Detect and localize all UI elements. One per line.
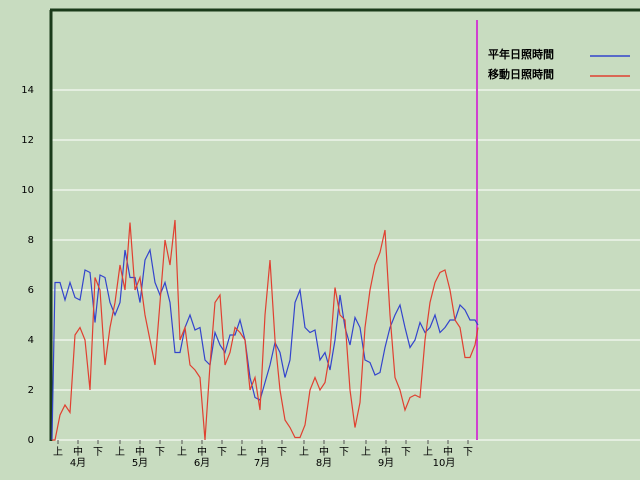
legend: 平年日照時間 移動日照時間 [488, 47, 630, 81]
x-tick-label: 下 [463, 447, 473, 458]
y-tick-label: 6 [28, 285, 34, 296]
x-tick-label: 上 [177, 446, 187, 458]
x-tick-label: 中 [319, 445, 329, 458]
y-tick-label: 0 [28, 435, 34, 446]
x-tick-label: 中 [257, 445, 267, 458]
x-tick-label: 下 [93, 447, 103, 458]
x-tick-label: 下 [401, 447, 411, 458]
y-tick-label: 14 [21, 85, 34, 96]
x-tick-label: 上 [361, 446, 371, 458]
series-line [52, 219, 479, 441]
month-label: 9月 [378, 457, 394, 469]
month-label: 8月 [316, 457, 332, 469]
legend-label: 移動日照時間 [488, 67, 554, 81]
y-tick-label: 4 [28, 335, 34, 346]
x-tick-label: 下 [339, 447, 349, 458]
x-tick-label: 下 [277, 447, 287, 458]
x-tick-label: 上 [53, 446, 63, 458]
month-label: 10月 [433, 457, 456, 469]
x-tick-label: 上 [423, 446, 433, 458]
month-label: 5月 [132, 457, 148, 469]
x-tick-label: 上 [299, 446, 309, 458]
y-tick-label: 10 [21, 185, 34, 196]
y-tick-label: 8 [28, 235, 34, 246]
x-tick-label: 中 [381, 445, 391, 458]
legend-label: 平年日照時間 [488, 47, 554, 61]
x-tick-label: 上 [237, 446, 247, 458]
x-tick-label: 中 [135, 445, 145, 458]
y-tick-label: 12 [21, 135, 34, 146]
x-tick-label: 下 [217, 447, 227, 458]
month-label: 4月 [70, 457, 86, 469]
x-tick-label: 中 [197, 445, 207, 458]
x-tick-label: 上 [115, 446, 125, 458]
month-label: 7月 [254, 457, 270, 469]
month-label: 6月 [194, 457, 210, 469]
x-tick-label: 中 [443, 445, 453, 458]
x-tick-label: 下 [155, 447, 165, 458]
series-line [51, 248, 479, 441]
y-tick-label: 2 [28, 385, 34, 396]
x-tick-label: 中 [73, 445, 83, 458]
